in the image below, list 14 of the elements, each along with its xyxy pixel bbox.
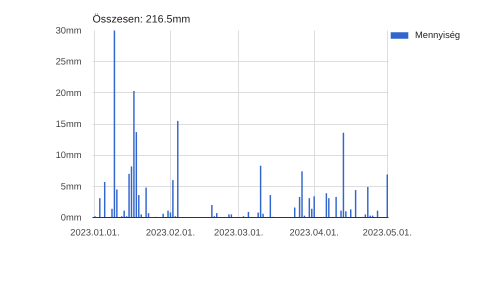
legend-label: Mennyiség: [415, 30, 460, 40]
y-tick-label: 15mm: [56, 119, 82, 129]
x-tick-label: 2023.01.01.: [70, 228, 120, 238]
x-tick-label: 2023.04.01.: [290, 228, 339, 238]
y-tick-label: 5mm: [60, 181, 82, 192]
y-tick-label: 25mm: [56, 56, 82, 67]
y-tick-label: 10mm: [56, 150, 82, 160]
x-tick-label: 2023.05.01.: [362, 228, 412, 238]
x-tick-label: 2023.02.01.: [146, 228, 196, 238]
y-tick-label: 20mm: [56, 88, 82, 98]
y-tick-label: 0mm: [60, 212, 82, 222]
chart-title: Összesen: 216.5mm: [92, 14, 190, 26]
y-tick-label: 30mm: [56, 26, 82, 36]
x-tick-label: 2023.03.01.: [214, 228, 264, 238]
